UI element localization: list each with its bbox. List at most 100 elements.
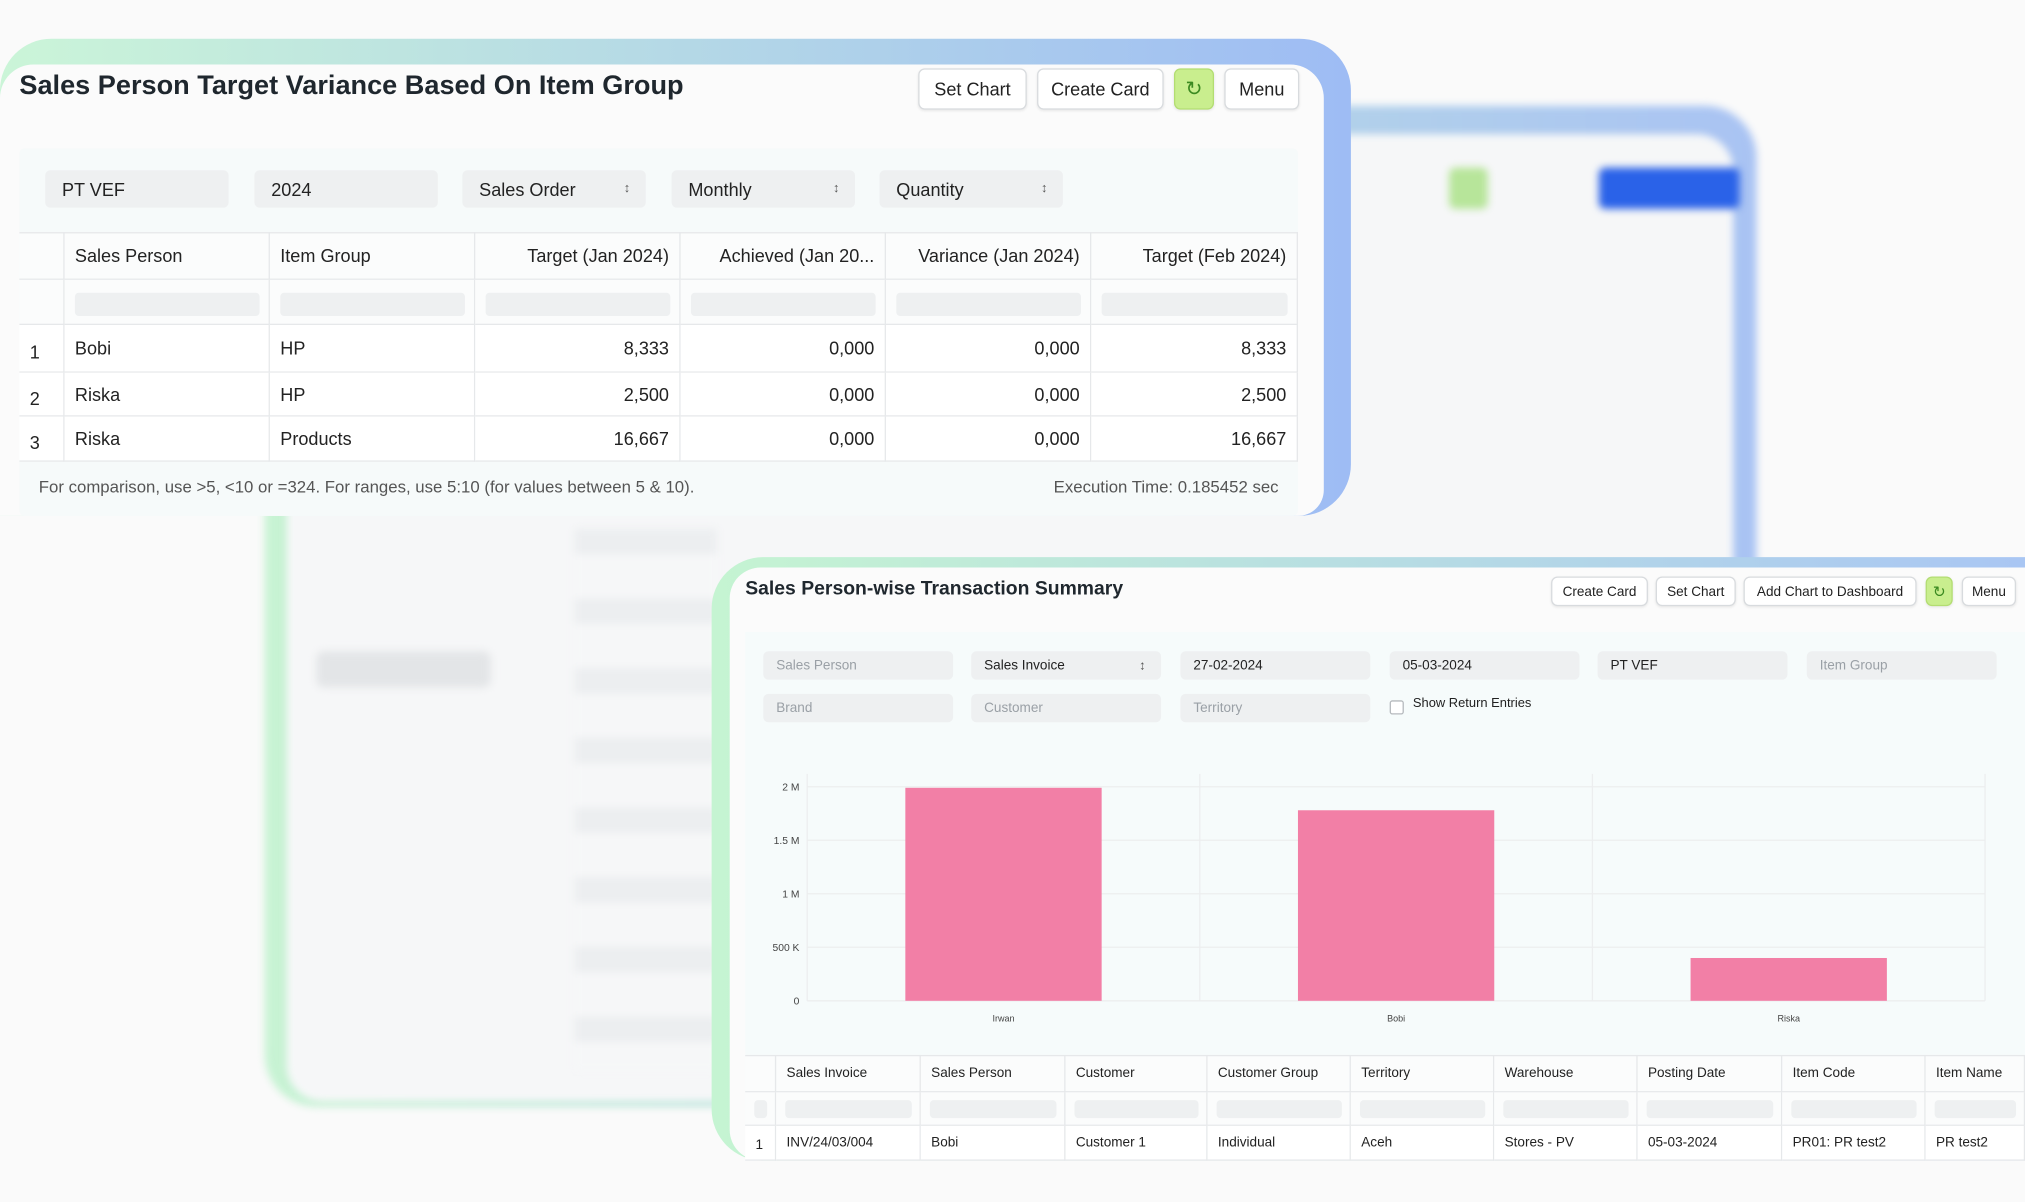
footer-hint: For comparison, use >5, <10 or =324. For… [38,477,695,497]
table-cell: 0,000 [885,416,1092,462]
table-cell: 2,500 [1091,372,1298,417]
table-cell: Customer 1 [1065,1125,1208,1161]
background-button [1598,167,1740,209]
filter-input[interactable] [485,292,671,316]
column-header: Achieved (Jan 20... [680,232,886,280]
table-cell: Stores - PV [1494,1125,1638,1161]
filter-input[interactable] [1934,1100,2017,1119]
button[interactable]: Set Chart [1655,576,1736,607]
filter[interactable]: Sales Order [462,170,646,208]
checkbox-label: Show Return Entries [1412,696,1532,711]
background-field [316,651,491,688]
cell [745,1054,777,1093]
table-cell: 0,000 [885,372,1092,417]
column-header: Sales Invoice [776,1054,921,1093]
table-cell: 0,000 [680,372,886,417]
table-cell: 1 [19,325,65,373]
filter-input[interactable] [280,292,465,316]
checkbox[interactable] [1389,700,1404,715]
x-tick-label: Riska [1777,1013,1801,1023]
filter[interactable]: 2024 [254,170,438,208]
filter[interactable]: Customer [971,693,1162,723]
column-header: Item Group [269,232,476,280]
refresh-button[interactable]: ↻ [1925,576,1953,607]
column-header: Target (Feb 2024) [1091,232,1298,280]
filter[interactable]: Territory [1180,693,1371,723]
filter[interactable]: Monthly [671,170,855,208]
column-header: Item Name [1925,1054,2025,1093]
table-cell: 0,000 [885,325,1092,373]
table-cell: 0,000 [680,416,886,462]
table-cell: 1 [745,1125,777,1161]
filter[interactable]: Sales Person [763,651,954,680]
card-title: Sales Person Target Variance Based On It… [19,70,684,101]
filter-input[interactable] [74,292,260,316]
table-cell: PR01: PR test2 [1782,1125,1926,1161]
column-header: Customer Group [1207,1054,1351,1093]
background-rows [574,528,717,1071]
table-cell: Bobi [64,325,270,373]
button[interactable]: Set Chart [918,68,1027,110]
filter[interactable]: Sales Invoice [971,651,1162,680]
table-header-row [745,1054,2025,1093]
column-header: Item Code [1782,1054,1926,1093]
column-header: Posting Date [1637,1054,1783,1093]
table-cell: Individual [1207,1125,1351,1161]
filter-input[interactable] [896,292,1081,316]
bar-chart: 0 500 K 1 M 1.5 M 2 M Irwan Bobi Riska [772,773,1986,1023]
refresh-button[interactable]: ↻ [1173,68,1215,110]
filter-input[interactable] [1216,1100,1342,1119]
button[interactable]: Create Card [1037,68,1164,110]
filter-input[interactable] [1646,1100,1774,1119]
execution-time: Execution Time: 0.185452 sec [1053,477,1279,497]
table-cell: 8,333 [475,325,681,373]
filter[interactable]: 05-03-2024 [1389,651,1580,680]
filter[interactable]: PT VEF [1597,651,1788,680]
cell [19,232,65,280]
filter-input[interactable] [785,1100,912,1119]
button[interactable]: Menu [1224,68,1300,110]
filter[interactable]: Item Group [1806,651,1997,680]
bar [1690,957,1887,1001]
table-cell: HP [269,325,476,373]
background-button [1449,167,1488,209]
button[interactable]: Add Chart to Dashboard [1743,576,1917,607]
table-cell: 2,500 [475,372,681,417]
table-cell: INV/24/03/004 [776,1125,921,1161]
filter-input[interactable] [1791,1100,1917,1119]
y-tick-label: 500 K [772,943,799,954]
filter[interactable]: Quantity [879,170,1063,208]
column-header: Variance (Jan 2024) [885,232,1092,280]
x-tick-label: Irwan [992,1013,1014,1023]
filter-input[interactable] [690,292,876,316]
table-cell: Bobi [920,1125,1066,1161]
filter-input[interactable] [929,1100,1057,1119]
filter[interactable]: PT VEF [45,170,229,208]
y-tick-label: 2 M [782,783,799,794]
table-cell: PR test2 [1925,1125,2025,1161]
x-tick-label: Bobi [1387,1013,1405,1023]
filter-input[interactable] [1503,1100,1629,1119]
filter-input[interactable] [1101,292,1288,316]
filter-input[interactable] [1359,1100,1486,1119]
filter-input[interactable] [1074,1100,1199,1119]
table-cell: Products [269,416,476,462]
button[interactable]: Menu [1961,576,2017,607]
filter[interactable]: Brand [763,693,954,723]
column-header: Sales Person [64,232,270,280]
filter-input[interactable] [754,1100,768,1119]
button[interactable]: Create Card [1551,576,1648,607]
filter-cell [19,279,65,326]
filter[interactable]: 27-02-2024 [1180,651,1371,680]
table-header-row [19,232,1298,280]
table-cell: 3 [19,416,65,462]
table-cell: HP [269,372,476,417]
column-header: Territory [1350,1054,1495,1093]
y-tick-label: 1 M [782,890,799,901]
table-cell: Aceh [1350,1125,1495,1161]
table-cell: 2 [19,372,65,417]
table-cell: Riska [64,372,270,417]
bar [1297,810,1495,1001]
y-tick-label: 1.5 M [774,836,800,847]
